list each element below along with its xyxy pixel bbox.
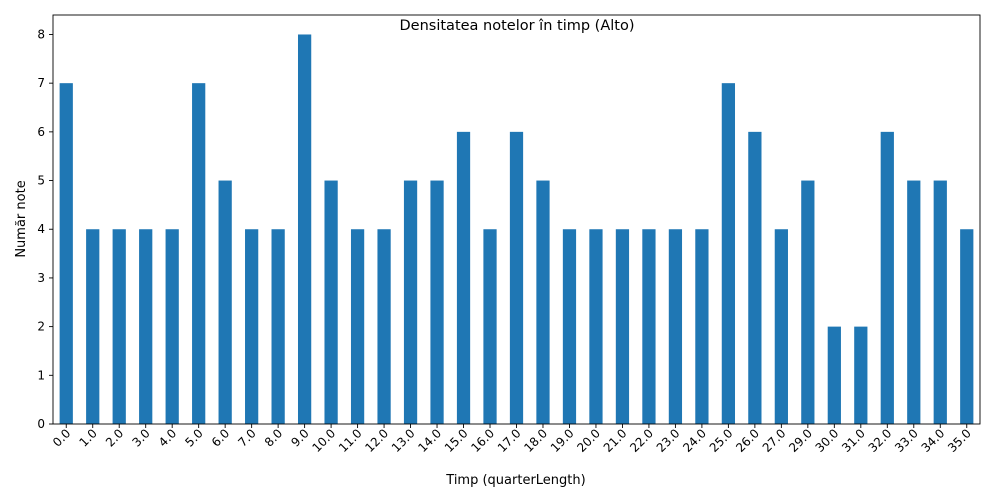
x-tick-label: 8.0: [262, 426, 285, 449]
y-tick-label: 2: [37, 320, 45, 334]
x-tick-label: 34.0: [919, 426, 948, 455]
bar: [324, 180, 338, 424]
y-tick-label: 4: [37, 222, 45, 236]
x-tick-label: 11.0: [336, 426, 365, 455]
bar: [112, 229, 126, 424]
plot-frame: [52, 14, 981, 425]
bar: [695, 229, 709, 424]
y-axis-label: Număr note: [14, 180, 29, 257]
bar: [86, 229, 100, 424]
x-tick-label: 21.0: [601, 426, 630, 455]
x-tick-label: 14.0: [415, 426, 444, 455]
bar: [907, 180, 921, 424]
x-tick-label: 25.0: [707, 426, 736, 455]
x-tick-label: 0.0: [50, 426, 73, 449]
y-tick-label: 3: [37, 271, 45, 285]
x-tick-label: 22.0: [627, 426, 656, 455]
x-tick-label: 6.0: [209, 426, 232, 449]
x-tick-label: 13.0: [389, 426, 418, 455]
bar: [297, 34, 312, 424]
x-tick-label: 31.0: [839, 426, 868, 455]
bar: [165, 229, 179, 424]
bar: [245, 229, 259, 424]
bar: [801, 180, 815, 424]
x-tick-label: 19.0: [548, 426, 577, 455]
x-tick-label: 17.0: [495, 426, 524, 455]
y-tick-label: 0: [37, 417, 45, 431]
x-tick-label: 3.0: [129, 426, 152, 449]
chart-title: Densitatea notelor în timp (Alto): [400, 18, 635, 34]
bar: [721, 83, 736, 425]
x-tick-label: 1.0: [76, 426, 99, 449]
bar: [218, 180, 232, 424]
y-tick-label: 6: [37, 125, 45, 139]
bar: [139, 229, 153, 424]
x-tick-label: 10.0: [309, 426, 338, 455]
bar: [854, 326, 868, 424]
bar: [642, 229, 656, 424]
x-tick-label: 24.0: [680, 426, 709, 455]
x-tick-label: 32.0: [866, 426, 895, 455]
x-tick-label: 29.0: [786, 426, 815, 455]
bar: [192, 83, 206, 425]
y-tick-label: 5: [37, 174, 45, 188]
x-axis-label: Timp (quarterLength): [445, 473, 585, 488]
x-axis: 0.0 1.0 2.0 3.0 4.0 5.0 6.0 7.0 8.0 9.010.011.012…: [50, 424, 974, 455]
x-tick-label: 33.0: [892, 426, 921, 455]
x-tick-label: 15.0: [442, 426, 471, 455]
bar: [774, 229, 788, 424]
bar: [827, 326, 841, 424]
x-tick-label: 2.0: [103, 426, 126, 449]
x-tick-label: 5.0: [182, 426, 205, 449]
x-tick-label: 30.0: [813, 426, 842, 455]
bar: [668, 229, 683, 424]
bar: [350, 229, 365, 424]
bar: [430, 180, 444, 424]
bar: [536, 180, 550, 424]
x-tick-label: 27.0: [760, 426, 789, 455]
y-tick-label: 1: [37, 368, 45, 382]
x-tick-label: 7.0: [235, 426, 258, 449]
x-tick-label: 9.0: [288, 426, 311, 449]
bar: [377, 229, 391, 424]
bar: [589, 229, 603, 424]
x-tick-label: 4.0: [156, 426, 179, 449]
bar: [483, 229, 497, 424]
x-tick-label: 16.0: [468, 426, 497, 455]
y-tick-label: 7: [37, 76, 45, 90]
bars-group: [59, 34, 974, 425]
x-tick-label: 35.0: [945, 426, 974, 455]
x-tick-label: 26.0: [733, 426, 762, 455]
bar: [456, 131, 471, 424]
y-axis: 0 1 2 3 4 5 6 7 8: [37, 27, 53, 431]
bar: [615, 229, 630, 424]
bar: [271, 229, 285, 424]
x-tick-label: 23.0: [654, 426, 683, 455]
bar: [748, 131, 762, 424]
bar: [933, 180, 947, 424]
bar: [509, 131, 524, 424]
bar: [403, 180, 418, 424]
y-tick-label: 8: [37, 27, 45, 41]
x-tick-label: 18.0: [521, 426, 550, 455]
x-tick-label: 12.0: [362, 426, 391, 455]
bar: [880, 131, 894, 424]
bar: [960, 229, 974, 424]
x-tick-label: 20.0: [574, 426, 603, 455]
bar: [59, 83, 73, 425]
bar: [562, 229, 577, 424]
